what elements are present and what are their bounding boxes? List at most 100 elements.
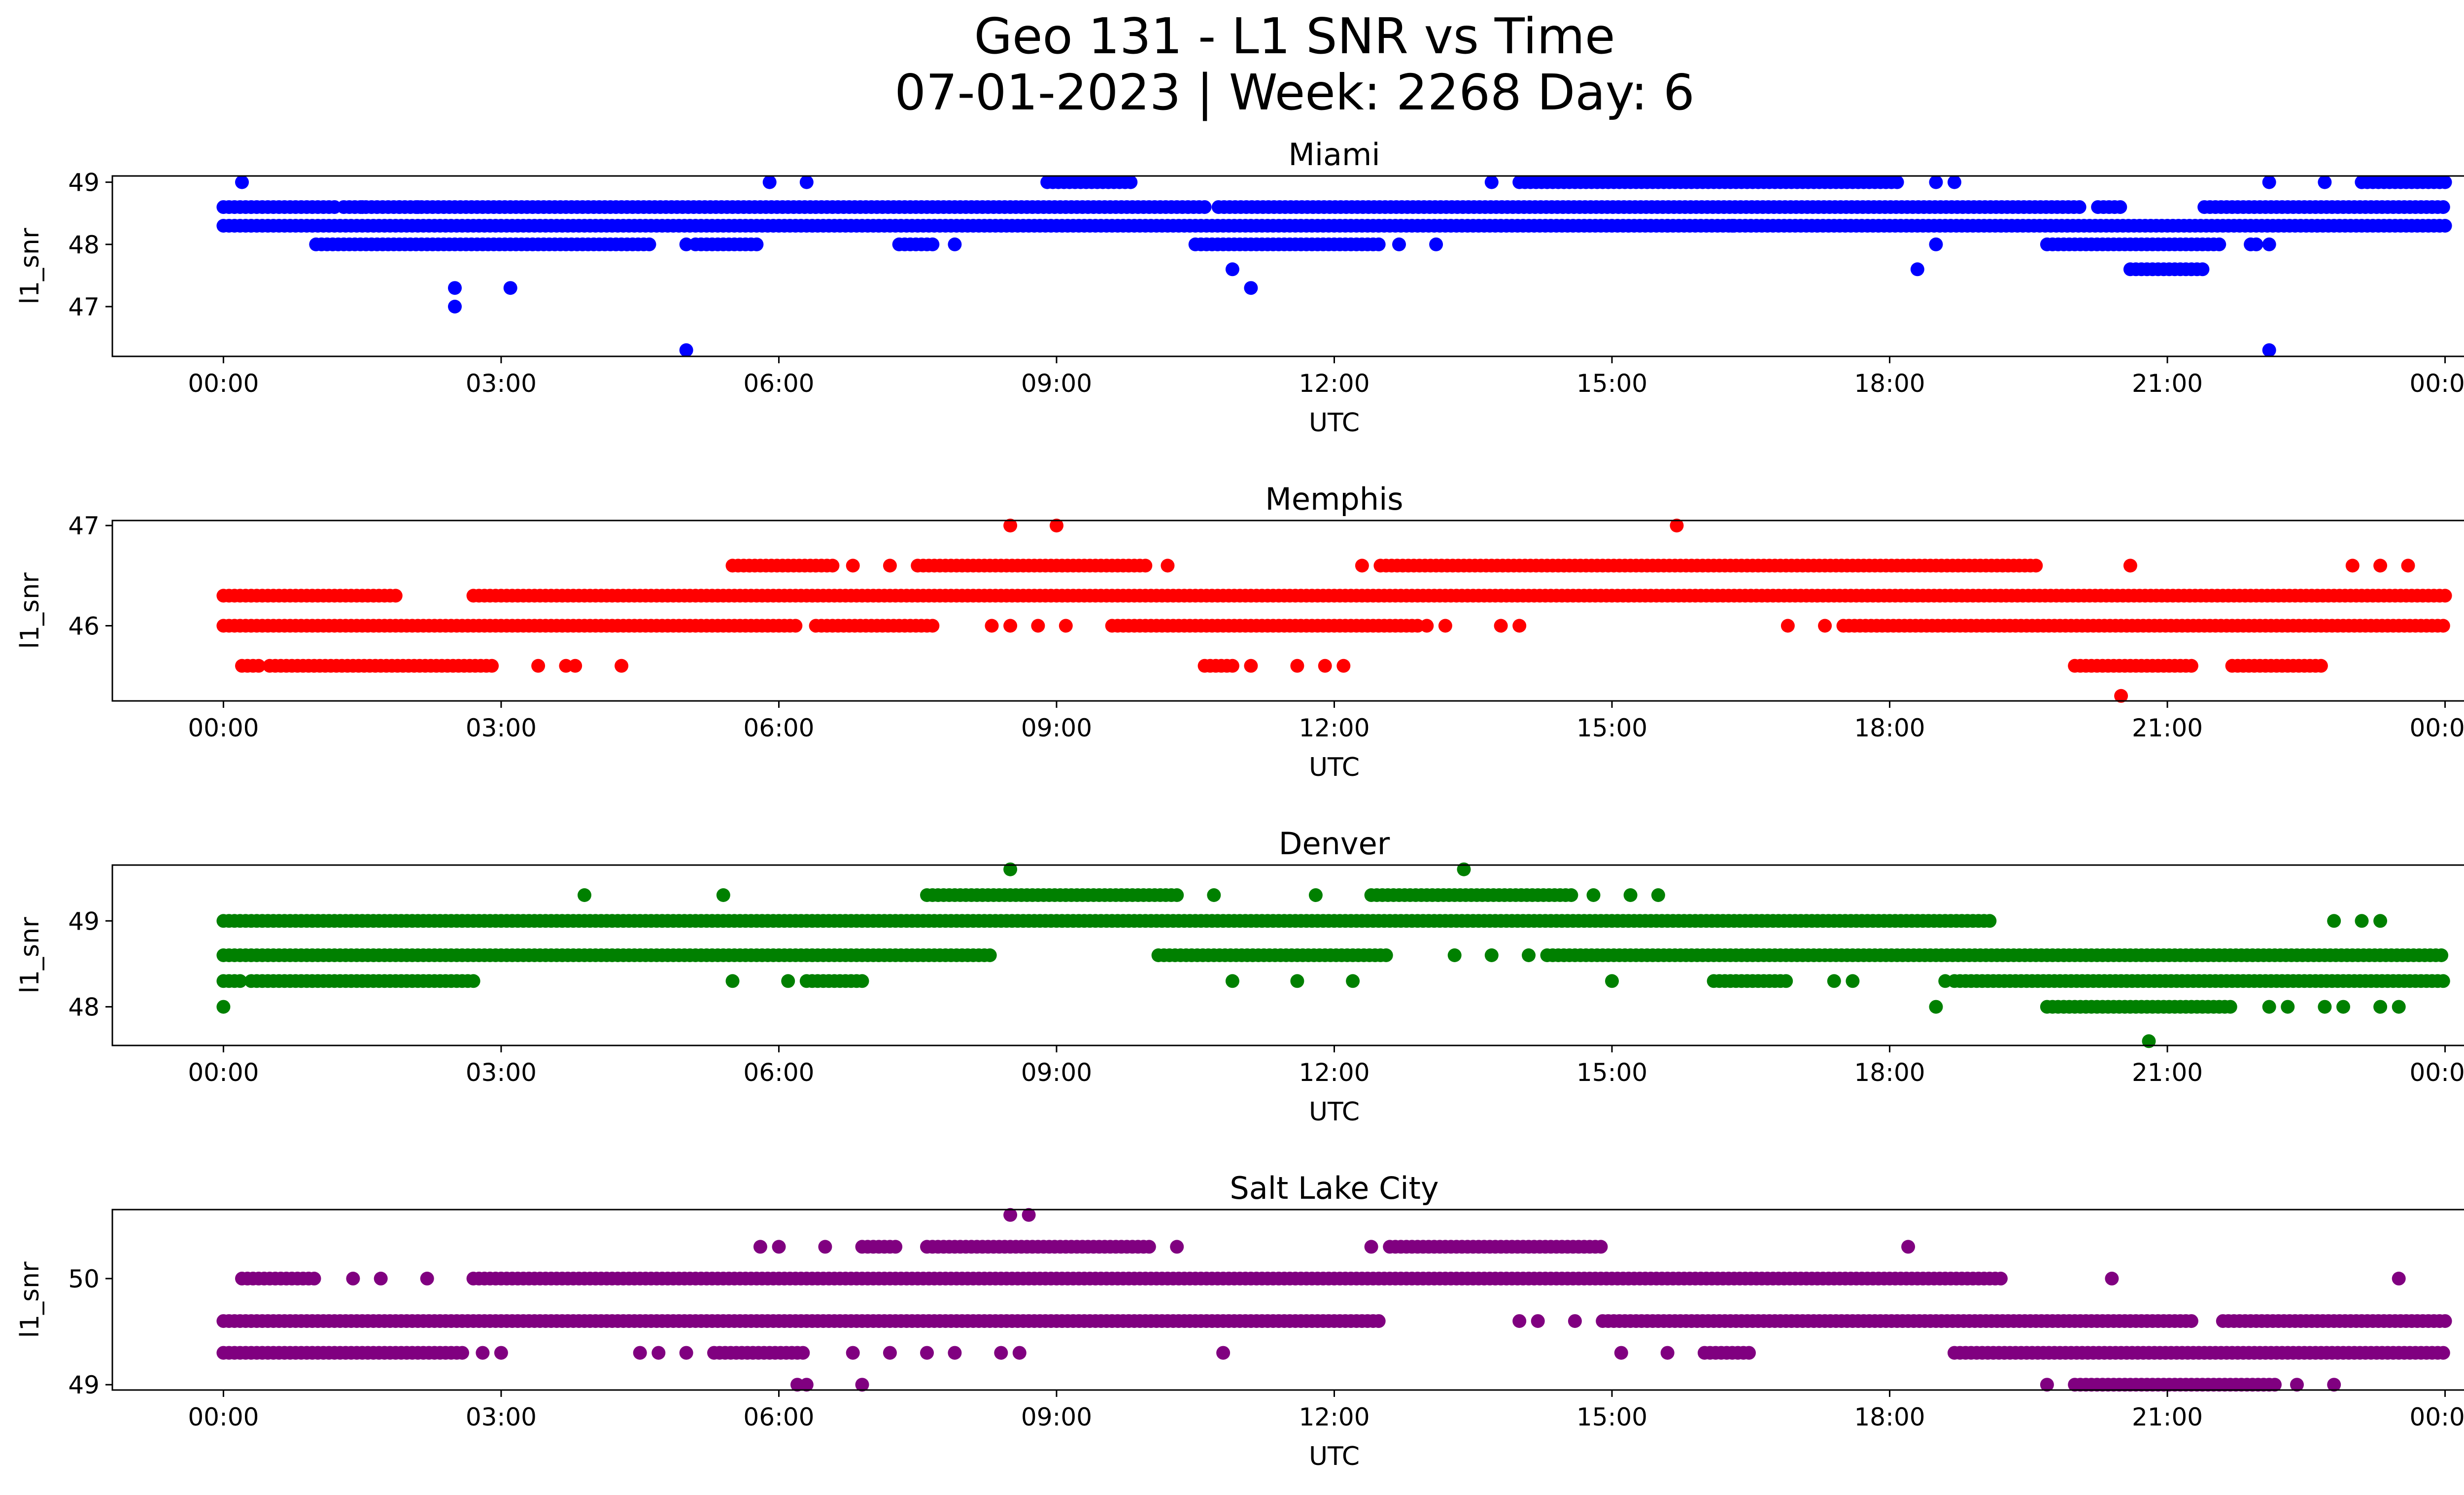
data-point [1003,619,1018,633]
x-tick-label: 00:00 [2410,714,2464,742]
x-axis-label: UTC [1309,1442,1360,1471]
subplot-miami: Miami 00:00 03:00 06:00 09:00 12:00 15:00 18:00… [15,137,2464,438]
data-point [1170,1240,1184,1254]
x-tick-label: 21:00 [2132,1403,2203,1431]
x-tick-label: 18:00 [1854,1058,1925,1087]
data-point [2436,619,2450,633]
data-point [578,888,591,902]
data-point [1138,558,1153,573]
data-point [2113,200,2127,214]
data-point [1938,974,1952,988]
data-point [642,237,656,251]
data-point [1780,619,1795,633]
data-point [2327,914,2341,928]
data-point [1983,914,1997,928]
data-point [2184,1314,2198,1328]
data-point [1161,558,1175,573]
subplot-denver: Denver 00:00 03:00 06:00 09:00 12:00 15:00 18:0… [15,826,2464,1127]
data-point [2142,1034,2156,1048]
data-point [388,589,403,603]
data-point [1846,974,1860,988]
data-point [1484,948,1499,962]
data-point [1031,619,1045,633]
data-point [799,175,814,189]
data-point [2373,914,2388,928]
data-point [1447,948,1462,962]
data-point [1438,619,1452,633]
x-tick-label: 21:00 [2132,1058,2203,1087]
data-point [1170,888,1184,902]
data-point [1779,974,1793,988]
x-tick-label: 18:00 [1854,714,1925,742]
x-tick-label: 12:00 [1299,1058,1369,1087]
y-axis-label: l1_snr [15,917,45,994]
data-point [2223,1000,2237,1014]
y-tick-label: 50 [68,1265,100,1293]
data-point [411,200,425,214]
data-point [753,1240,767,1254]
data-point [1660,1346,1675,1360]
x-axis-label: UTC [1309,1097,1360,1127]
data-point [825,558,840,573]
data-point [1371,237,1386,251]
subplot-title: Denver [1279,826,1390,862]
data-point [1346,974,1360,988]
data-point [925,619,940,633]
x-tick-label: 09:00 [1021,369,1092,398]
data-point [2345,558,2360,573]
x-tick-label: 03:00 [466,369,537,398]
data-point [1605,974,1619,988]
data-point [725,974,740,988]
data-point [1244,659,1258,673]
data-point [1651,888,1665,902]
data-point [1392,237,1406,251]
data-point [985,619,999,633]
data-point [448,281,462,295]
data-point [233,974,247,988]
data-point [1512,1314,1527,1328]
data-point [1059,619,1073,633]
data-point [1364,1240,1378,1254]
data-point [2029,558,2043,573]
y-axis-label: l1_snr [15,572,45,649]
data-point [1660,219,1675,233]
data-point [883,558,897,573]
data-point [1216,1346,1231,1360]
data-point [679,237,693,251]
data-point [374,1271,388,1286]
data-point [2114,689,2128,703]
data-point [1308,888,1323,902]
series-points [216,519,2452,703]
x-tick-label: 12:00 [1299,714,1369,742]
data-point [2336,1000,2350,1014]
data-point [2436,974,2450,988]
data-point [494,1346,508,1360]
data-point [2184,659,2198,673]
data-point [1901,1240,1916,1254]
data-point [846,1346,860,1360]
data-point [2262,1000,2276,1014]
subplot-memphis: Memphis 00:00 03:00 06:00 09:00 12:00 15:00 18:… [15,481,2464,782]
data-point [1670,519,1684,533]
data-point [818,1240,832,1254]
data-point [1003,1208,1018,1222]
x-tick-label: 06:00 [743,369,814,398]
data-point [1355,558,1369,573]
data-point [1198,200,1212,214]
y-tick-label: 48 [68,231,100,259]
data-point [1948,175,1961,189]
x-tick-label: 00:00 [2410,1403,2464,1431]
data-point [448,300,462,313]
data-point [1522,948,1536,962]
data-point [2373,1000,2388,1014]
data-point [1725,219,1740,233]
data-point [1225,974,1239,988]
data-point [2262,343,2276,357]
x-axis-label: UTC [1309,408,1360,438]
data-point [1207,888,1221,902]
data-point [2262,175,2276,189]
data-point [948,237,962,251]
data-point [251,659,266,673]
data-point [920,1346,934,1360]
y-tick-label: 47 [68,293,100,321]
